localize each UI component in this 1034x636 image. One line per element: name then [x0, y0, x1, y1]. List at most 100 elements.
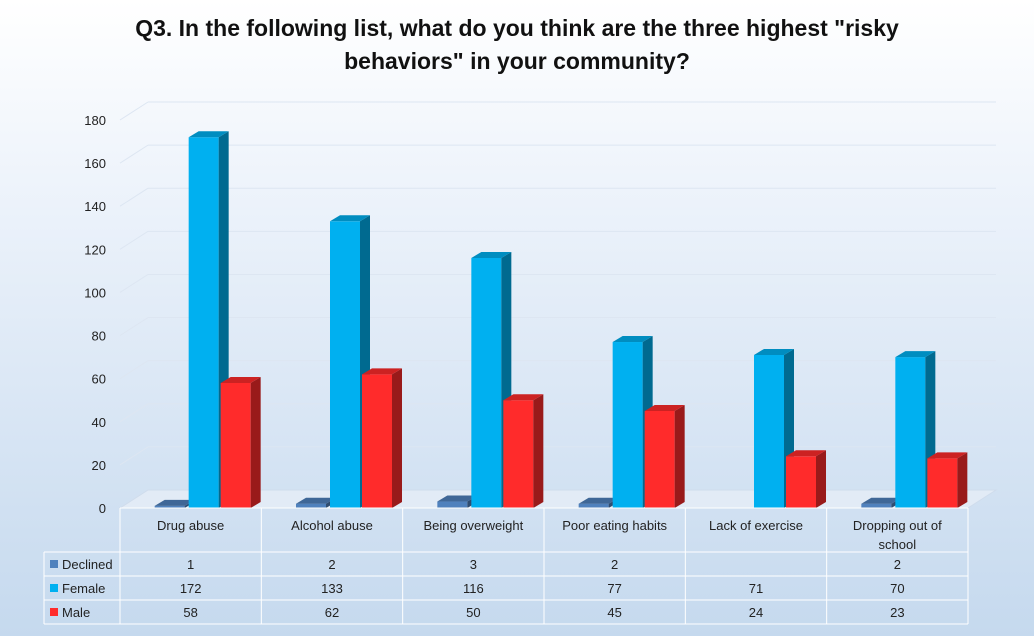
category-label: Lack of exercise [709, 518, 803, 533]
data-table-value: 116 [463, 581, 484, 596]
bar-side [250, 376, 261, 508]
gridline-side [119, 274, 149, 293]
bar-male [927, 452, 968, 508]
data-table-value: 71 [749, 581, 763, 596]
y-tick-label: 80 [92, 329, 106, 344]
bar-top [861, 497, 902, 504]
bar-front [503, 400, 534, 508]
bar-top [503, 394, 544, 401]
bar-female [471, 251, 512, 508]
gridline-side [119, 230, 149, 250]
gridline-side [119, 187, 149, 207]
data-table-value: 50 [466, 605, 480, 620]
gridline-side [119, 144, 149, 164]
category-label: school [879, 537, 917, 552]
legend-label: Male [62, 605, 90, 620]
bar-male [786, 450, 826, 508]
bar-top [578, 497, 619, 504]
bar-front [861, 503, 892, 508]
bar-top [927, 452, 968, 459]
bar-top [612, 336, 653, 343]
data-table-value: 77 [607, 581, 621, 596]
bar-side [533, 394, 544, 508]
bar-top [362, 368, 402, 375]
y-tick-label: 140 [84, 199, 106, 214]
chart-title-line-2: behaviors" in your community? [344, 48, 690, 74]
gridline-side [119, 360, 149, 380]
legend-key-declined [50, 560, 58, 568]
category-label: Poor eating habits [562, 518, 667, 533]
bar-front [612, 342, 643, 508]
gridline-side [119, 403, 149, 423]
bar-front [895, 357, 926, 508]
bar-side [674, 405, 685, 508]
data-table-value: 24 [749, 605, 763, 620]
bar-front [927, 458, 958, 508]
bar-front [362, 374, 392, 508]
bar-top [786, 450, 826, 457]
bar-top [644, 405, 685, 411]
gridline-side [119, 446, 149, 466]
bar-male [644, 405, 685, 508]
data-table-value: 23 [890, 605, 904, 620]
bar-side [957, 452, 968, 508]
bar-side [816, 450, 826, 508]
bar-front [330, 221, 360, 509]
legend-key-female [50, 584, 58, 592]
y-tick-label: 0 [99, 501, 106, 516]
bar-side [392, 368, 402, 508]
data-table-value: 62 [325, 605, 339, 620]
data-table-value: 45 [607, 605, 621, 620]
bar-top [188, 131, 229, 138]
data-table-value: 2 [328, 557, 335, 572]
y-tick-label: 120 [84, 242, 106, 257]
bar-top [330, 215, 370, 222]
bar-front [644, 411, 675, 508]
y-tick-label: 40 [92, 415, 106, 430]
data-table-value: 172 [180, 581, 202, 596]
y-tick-label: 20 [92, 458, 106, 473]
bar-top [296, 497, 336, 504]
bar-front [578, 503, 609, 508]
y-tick-label: 160 [84, 156, 106, 171]
bar-male [503, 394, 544, 508]
bar-front [786, 456, 816, 508]
bar-top [220, 376, 261, 383]
bar-front [754, 354, 784, 508]
bar-top [154, 499, 195, 506]
bar-top [437, 495, 478, 502]
bar-male [220, 376, 261, 508]
gridline-side [119, 101, 149, 121]
bar-top [895, 351, 936, 358]
bar-front [296, 503, 326, 508]
gridline-side [119, 317, 149, 336]
legend-key-male [50, 608, 58, 616]
bar-front [437, 501, 468, 508]
data-table-value: 3 [470, 557, 477, 572]
data-table-value: 133 [321, 581, 343, 596]
bar-front [220, 382, 251, 508]
bar-front [471, 257, 502, 508]
legend-label: Female [62, 581, 105, 596]
data-table-value: 58 [183, 605, 197, 620]
data-table-value: 2 [611, 557, 618, 572]
chart-title: Q3. In the following list, what do you t… [0, 12, 1034, 78]
bar-top [754, 348, 794, 355]
y-tick-label: 100 [84, 285, 106, 300]
data-table-value: 70 [890, 581, 904, 596]
chart-title-line-1: Q3. In the following list, what do you t… [135, 15, 899, 41]
category-label: Drug abuse [157, 518, 224, 533]
data-table-value: 1 [187, 557, 194, 572]
bar-top [471, 251, 512, 258]
category-label: Alcohol abuse [291, 518, 373, 533]
category-label: Being overweight [423, 518, 523, 533]
category-label: Dropping out of [853, 518, 942, 533]
legend-label: Declined [62, 557, 113, 572]
y-tick-label: 60 [92, 372, 106, 387]
bar-male [362, 368, 402, 508]
data-table-value: 2 [894, 557, 901, 572]
bar-front [154, 505, 185, 508]
y-tick-label: 180 [84, 113, 106, 128]
bar-front [188, 137, 219, 508]
